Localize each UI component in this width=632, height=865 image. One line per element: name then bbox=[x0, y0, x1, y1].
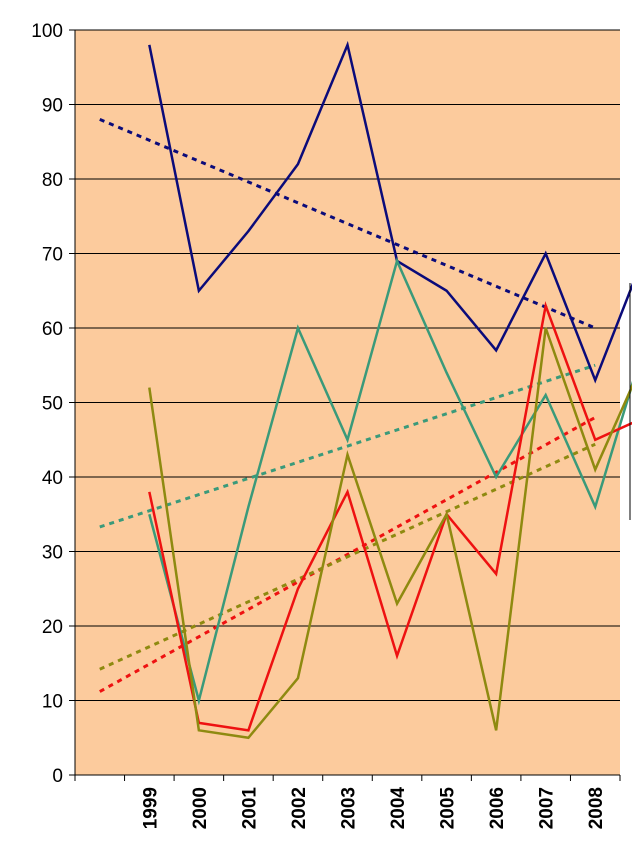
x-tick-label: 2002 bbox=[289, 787, 310, 829]
y-tick-label: 40 bbox=[42, 468, 63, 489]
x-tick-label: 2000 bbox=[190, 787, 211, 829]
y-axis-tick-labels: 0 10 20 30 40 50 60 70 80 90 100 bbox=[31, 21, 63, 787]
y-tick-label: 70 bbox=[42, 245, 63, 266]
series-line bbox=[148, 257, 632, 706]
x-axis-tick-labels: 1999 2000 2001 2002 2003 2004 2005 2006 2007 2008… bbox=[140, 787, 607, 830]
x-tick-label: 2008 bbox=[586, 787, 607, 829]
gridlines bbox=[69, 29, 620, 776]
x-tick-label: 2004 bbox=[388, 787, 409, 830]
trend-line bbox=[99, 363, 596, 529]
x-tick-label: 1999 bbox=[140, 787, 161, 829]
y-tick-label: 90 bbox=[42, 96, 63, 117]
y-tick-label: 80 bbox=[42, 170, 63, 191]
x-tick-label: 2001 bbox=[239, 787, 260, 830]
x-tick-label: 2006 bbox=[487, 787, 508, 829]
y-tick-label: 100 bbox=[31, 21, 63, 42]
x-tick-label: 2003 bbox=[339, 787, 360, 829]
series-lines bbox=[148, 40, 632, 740]
y-tick-label: 10 bbox=[42, 692, 63, 713]
y-tick-label: 50 bbox=[42, 394, 63, 415]
y-tick-label: 30 bbox=[42, 543, 63, 564]
y-tick-label: 0 bbox=[52, 766, 63, 787]
axes bbox=[74, 30, 621, 781]
series-line bbox=[148, 327, 632, 740]
series-line bbox=[148, 300, 632, 732]
x-tick-label: 2007 bbox=[537, 787, 558, 829]
x-tick-label: 2005 bbox=[438, 787, 459, 830]
y-tick-label: 60 bbox=[42, 319, 63, 340]
y-tick-label: 20 bbox=[42, 617, 63, 638]
